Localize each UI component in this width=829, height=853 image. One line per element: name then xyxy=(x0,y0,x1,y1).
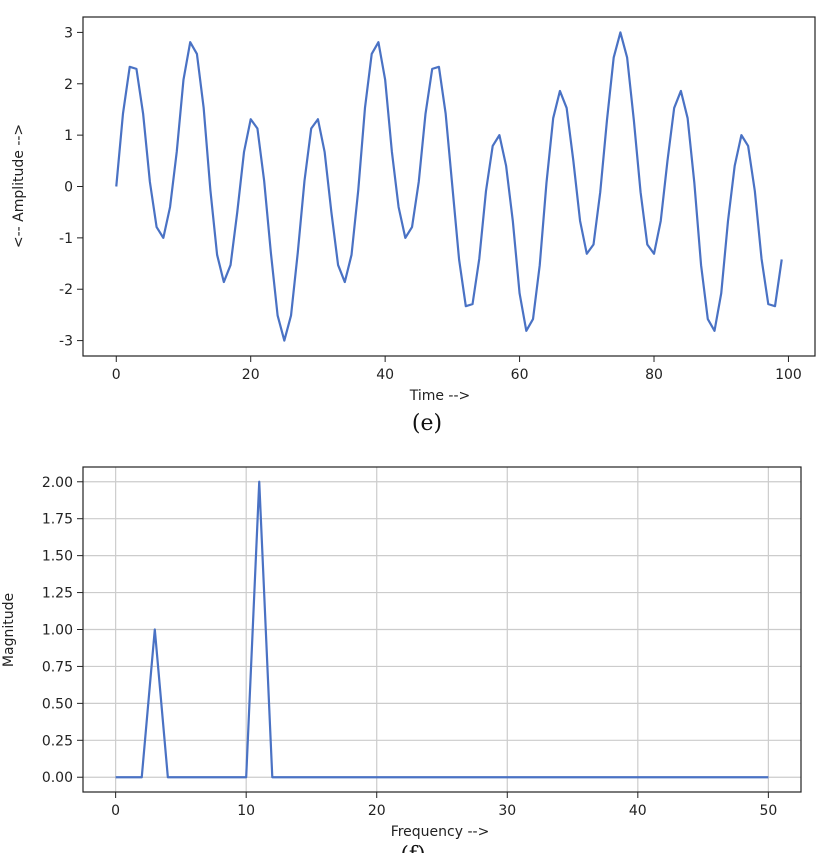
series-line xyxy=(115,31,783,342)
x-axis-label: Time --> xyxy=(409,388,471,404)
figure-caption: (f) xyxy=(400,843,425,853)
figure-caption: (e) xyxy=(412,411,442,436)
y-tick-label: 1.75 xyxy=(42,512,73,528)
x-tick-label: 30 xyxy=(498,803,516,819)
x-tick-label: 100 xyxy=(775,367,802,383)
chart-2: 0 10 20 30 40 50 0.00 0.25 0.50 0.75 1.00 1.25 1.50 1… xyxy=(1,466,802,853)
x-tick-label: 50 xyxy=(759,803,777,819)
y-tick-label: 0.00 xyxy=(42,770,73,786)
plot-frame xyxy=(82,16,816,357)
x-tick-label: 60 xyxy=(511,367,529,383)
y-tick-label: 2 xyxy=(64,77,73,93)
y-tick-label: -3 xyxy=(59,334,73,350)
x-tick-label: 40 xyxy=(376,367,394,383)
y-tick-label: -1 xyxy=(59,231,73,247)
x-tick-label: 20 xyxy=(368,803,386,819)
plot-frame xyxy=(82,466,802,793)
y-tick-label: 2.00 xyxy=(42,475,73,491)
x-tick-label: 0 xyxy=(112,367,121,383)
series-line xyxy=(115,480,769,779)
x-tick-label: 0 xyxy=(111,803,120,819)
y-tick-label: 0.25 xyxy=(42,733,73,749)
y-tick-label: -2 xyxy=(59,282,73,298)
x-tick-label: 40 xyxy=(629,803,647,819)
y-tick-label: 0 xyxy=(64,180,73,196)
y-tick-label: 1.25 xyxy=(42,586,73,602)
chart-1: 0 20 40 60 80 100 -3 -2 -1 0 1 2 3 Time --> <-- Amplit… xyxy=(11,16,816,436)
x-tick-label: 10 xyxy=(237,803,255,819)
y-axis-label: <-- Amplitude --> xyxy=(11,124,27,248)
y-tick-label: 0.50 xyxy=(42,696,73,712)
y-tick-label: 1.50 xyxy=(42,549,73,565)
y-tick-label: 1.00 xyxy=(42,623,73,639)
x-tick-label: 80 xyxy=(645,367,663,383)
x-tick-label: 20 xyxy=(242,367,260,383)
y-tick-label: 1 xyxy=(64,128,73,144)
y-tick-label: 0.75 xyxy=(42,659,73,675)
y-tick-label: 3 xyxy=(64,25,73,41)
y-axis-label: Magnitude xyxy=(1,593,17,667)
x-axis-label: Frequency --> xyxy=(391,824,490,840)
